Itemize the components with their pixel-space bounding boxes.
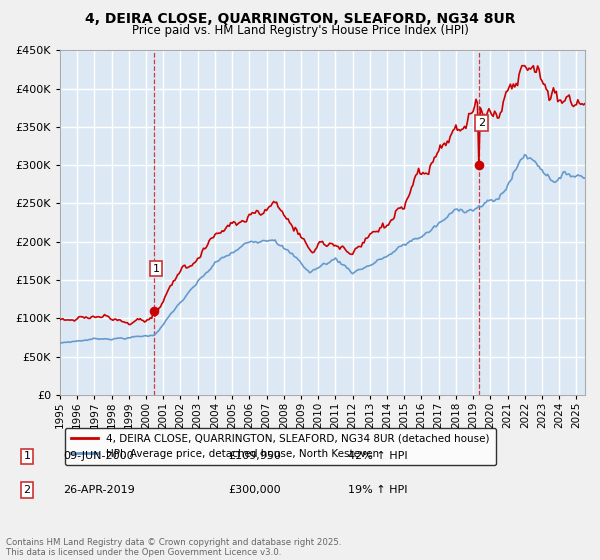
Text: £109,950: £109,950 <box>228 451 281 461</box>
Text: 1: 1 <box>153 264 160 273</box>
Text: 19% ↑ HPI: 19% ↑ HPI <box>348 485 407 495</box>
Text: 42% ↑ HPI: 42% ↑ HPI <box>348 451 407 461</box>
Text: 2: 2 <box>478 118 485 128</box>
Text: 4, DEIRA CLOSE, QUARRINGTON, SLEAFORD, NG34 8UR: 4, DEIRA CLOSE, QUARRINGTON, SLEAFORD, N… <box>85 12 515 26</box>
Text: 1: 1 <box>23 451 31 461</box>
Legend: 4, DEIRA CLOSE, QUARRINGTON, SLEAFORD, NG34 8UR (detached house), HPI: Average p: 4, DEIRA CLOSE, QUARRINGTON, SLEAFORD, N… <box>65 428 496 465</box>
Text: 26-APR-2019: 26-APR-2019 <box>63 485 135 495</box>
Text: Price paid vs. HM Land Registry's House Price Index (HPI): Price paid vs. HM Land Registry's House … <box>131 24 469 36</box>
Text: 2: 2 <box>23 485 31 495</box>
Text: £300,000: £300,000 <box>228 485 281 495</box>
Text: 09-JUN-2000: 09-JUN-2000 <box>63 451 134 461</box>
Text: Contains HM Land Registry data © Crown copyright and database right 2025.
This d: Contains HM Land Registry data © Crown c… <box>6 538 341 557</box>
Point <box>474 161 484 170</box>
Point <box>149 306 158 315</box>
